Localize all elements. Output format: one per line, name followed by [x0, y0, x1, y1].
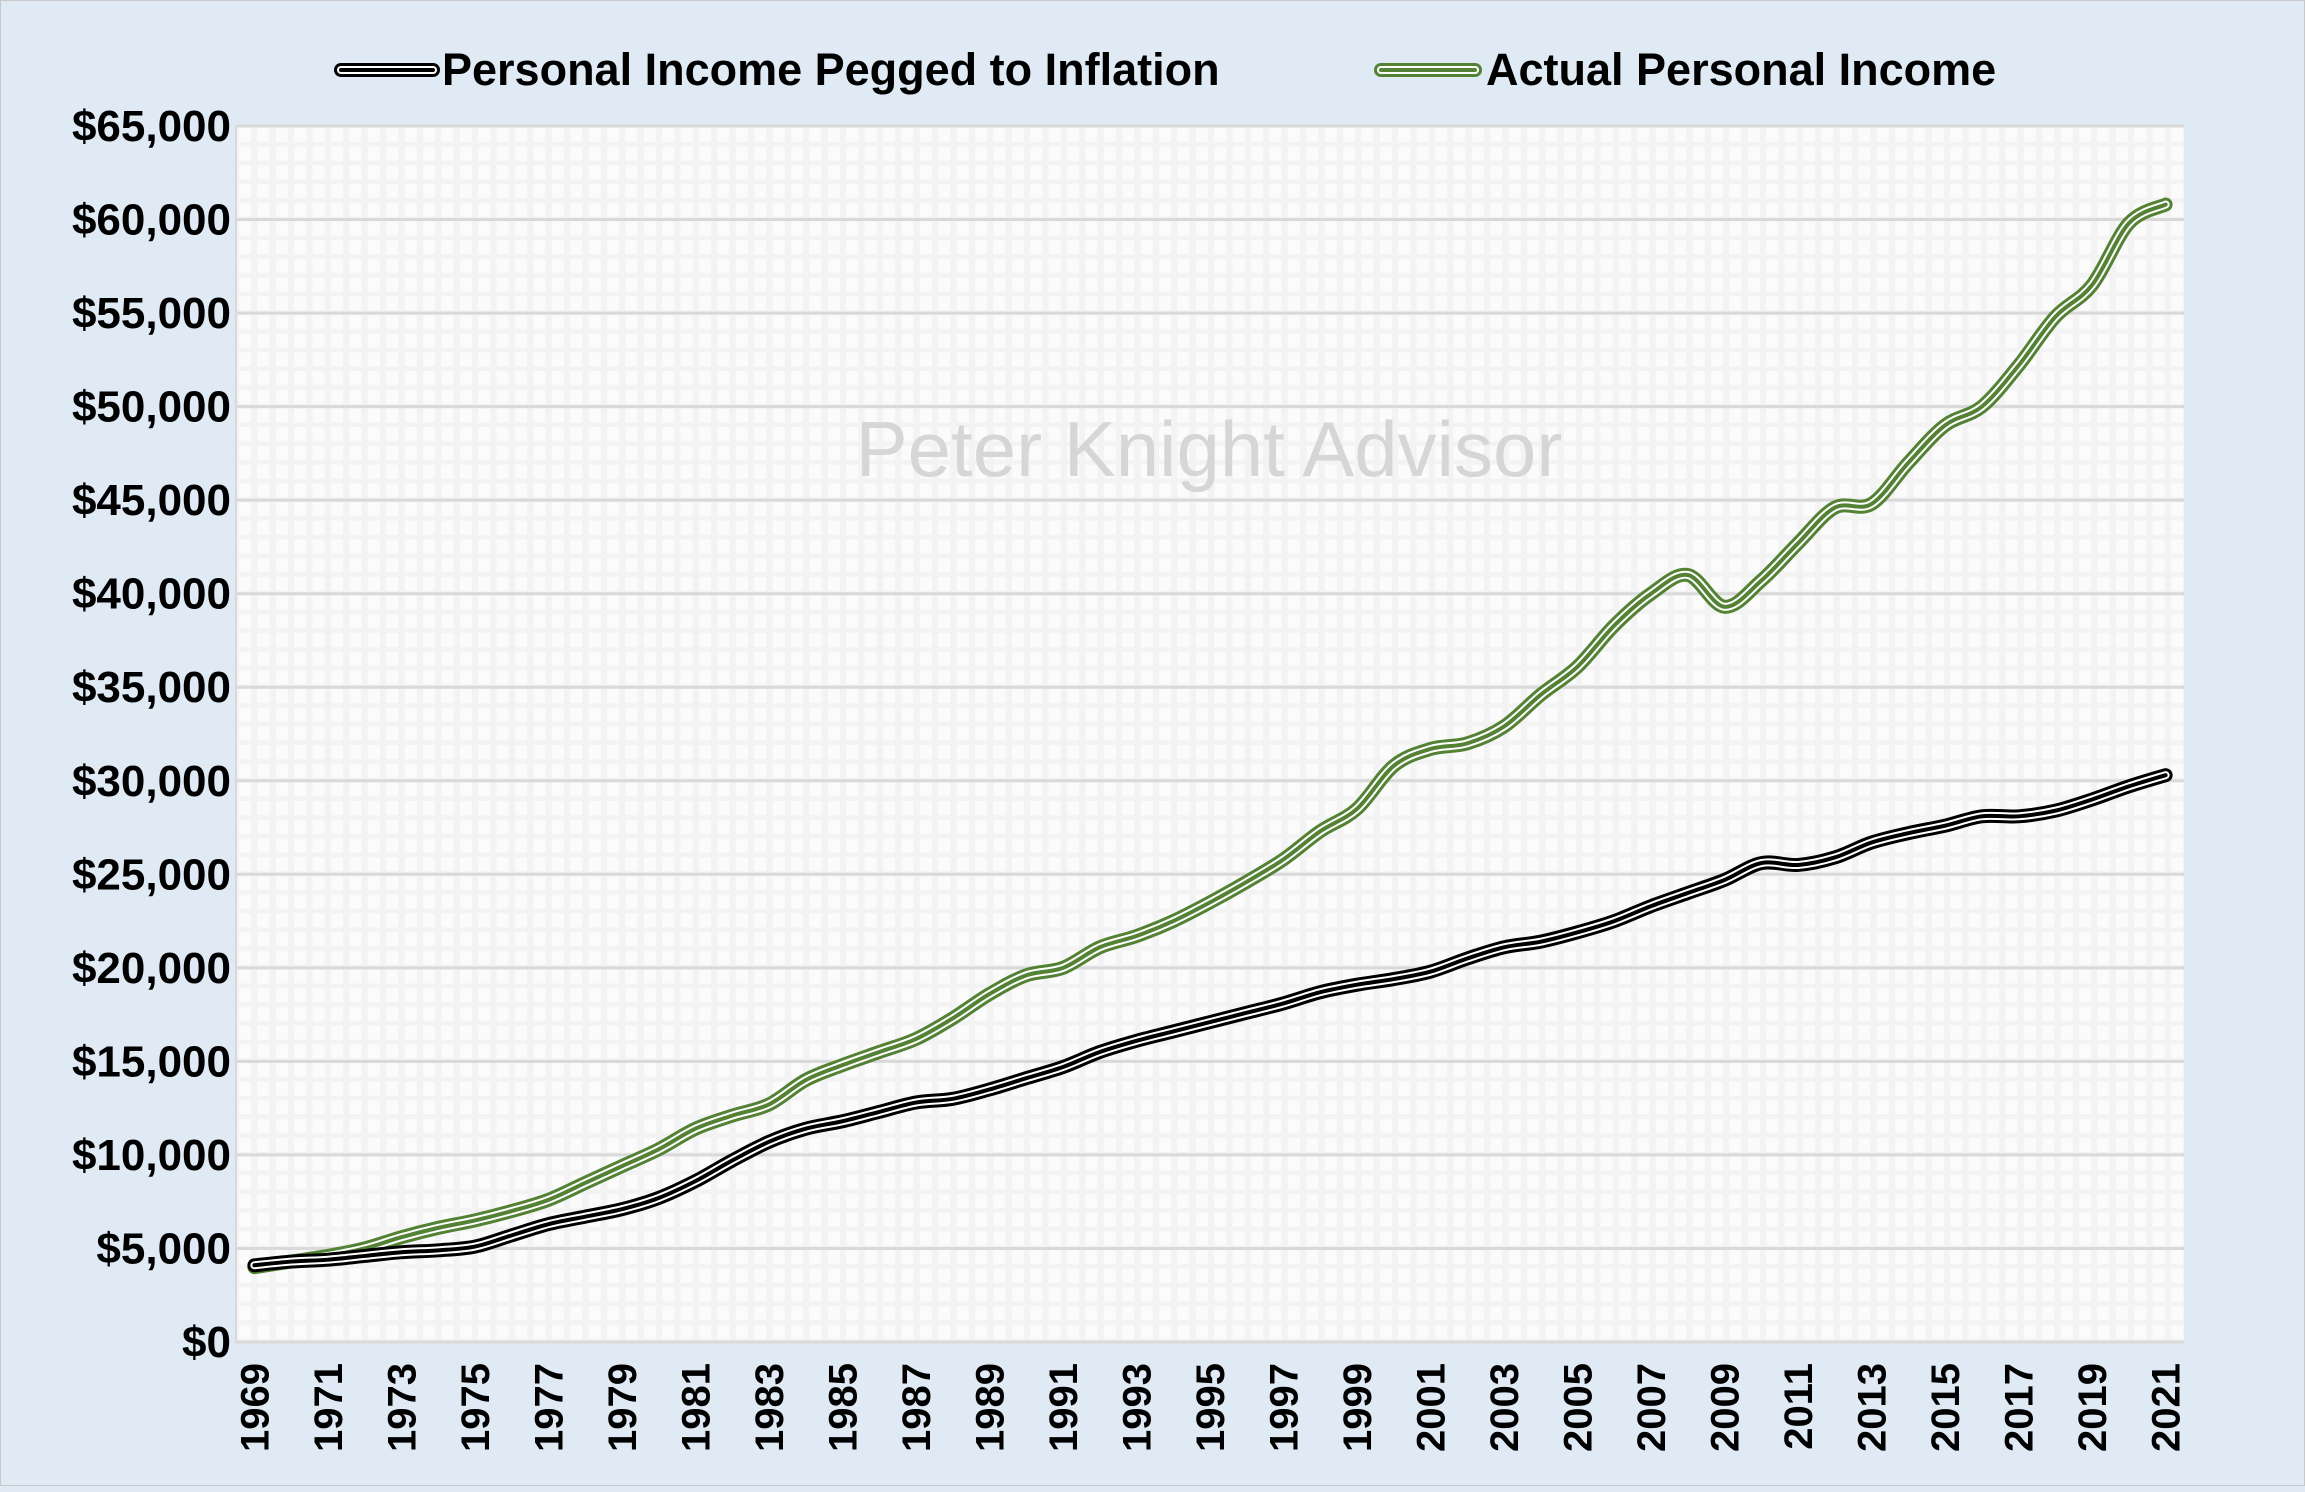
y-tick-label: $65,000 — [72, 102, 231, 151]
y-tick-label: $50,000 — [72, 383, 231, 432]
x-axis: 1969 1971 1973 1975 1977 1979 1981 1983 1985 1987… — [233, 1363, 2188, 1452]
legend-item-actual[interactable]: Actual Personal Income — [1374, 44, 1996, 95]
x-tick-label: 1973 — [380, 1363, 424, 1452]
x-tick-label: 1999 — [1336, 1363, 1380, 1452]
x-tick-label: 2001 — [1410, 1363, 1454, 1452]
x-tick-label: 1981 — [674, 1363, 718, 1452]
series-lines — [247, 197, 2173, 1275]
legend-item-pegged[interactable]: Personal Income Pegged to Inflation — [334, 44, 1220, 95]
y-tick-label: $45,000 — [72, 476, 231, 525]
y-tick-label: $20,000 — [72, 944, 231, 993]
plot-area — [236, 126, 2184, 1342]
watermark: Peter Knight Advisor — [856, 405, 1563, 493]
x-tick-label: 1983 — [748, 1363, 792, 1452]
line-actual-core — [252, 202, 2168, 1270]
x-tick-label: 2009 — [1704, 1363, 1748, 1452]
x-tick-label: 1997 — [1263, 1363, 1307, 1452]
x-tick-label: 1985 — [821, 1363, 865, 1452]
series-actual — [247, 197, 2173, 1275]
x-tick-label: 1993 — [1115, 1363, 1159, 1452]
y-tick-label: $0 — [182, 1318, 231, 1367]
x-tick-label: 2021 — [2145, 1363, 2189, 1452]
gridlines — [235, 124, 2184, 1344]
x-tick-label: 2007 — [1630, 1363, 1674, 1452]
x-tick-label: 1995 — [1189, 1363, 1233, 1452]
y-tick-label: $40,000 — [72, 570, 231, 619]
y-tick-label: $30,000 — [72, 757, 231, 806]
legend: Personal Income Pegged to Inflation Actu… — [334, 44, 1996, 95]
x-tick-label: 2013 — [1851, 1363, 1895, 1452]
x-tick-label: 1977 — [527, 1363, 571, 1452]
y-tick-label: $60,000 — [72, 196, 231, 245]
x-tick-label: 2015 — [1924, 1363, 1968, 1452]
x-tick-label: 1969 — [233, 1363, 277, 1452]
x-tick-label: 2017 — [1998, 1363, 2042, 1452]
y-tick-label: $25,000 — [72, 850, 231, 899]
x-tick-label: 2019 — [2071, 1363, 2115, 1452]
x-tick-label: 1975 — [454, 1363, 498, 1452]
legend-label-actual: Actual Personal Income — [1486, 44, 1996, 95]
x-tick-label: 1987 — [895, 1363, 939, 1452]
y-axis: $0 $5,000 $10,000 $15,000 $20,000 $25,000 $30,… — [72, 102, 231, 1367]
x-tick-label: 2003 — [1483, 1363, 1527, 1452]
x-tick-label: 1979 — [601, 1363, 645, 1452]
legend-label-pegged: Personal Income Pegged to Inflation — [442, 44, 1220, 95]
y-tick-label: $5,000 — [96, 1224, 231, 1273]
x-tick-label: 2011 — [1777, 1363, 1821, 1450]
y-tick-label: $15,000 — [72, 1037, 231, 1086]
x-tick-label: 1989 — [968, 1363, 1012, 1452]
y-tick-label: $10,000 — [72, 1131, 231, 1180]
x-tick-label: 1971 — [307, 1363, 351, 1452]
x-tick-label: 1991 — [1042, 1363, 1086, 1452]
y-tick-label: $55,000 — [72, 289, 231, 338]
y-tick-label: $35,000 — [72, 663, 231, 712]
x-tick-label: 2005 — [1557, 1363, 1601, 1452]
line-pegged-core — [252, 773, 2168, 1268]
series-pegged — [247, 768, 2173, 1273]
